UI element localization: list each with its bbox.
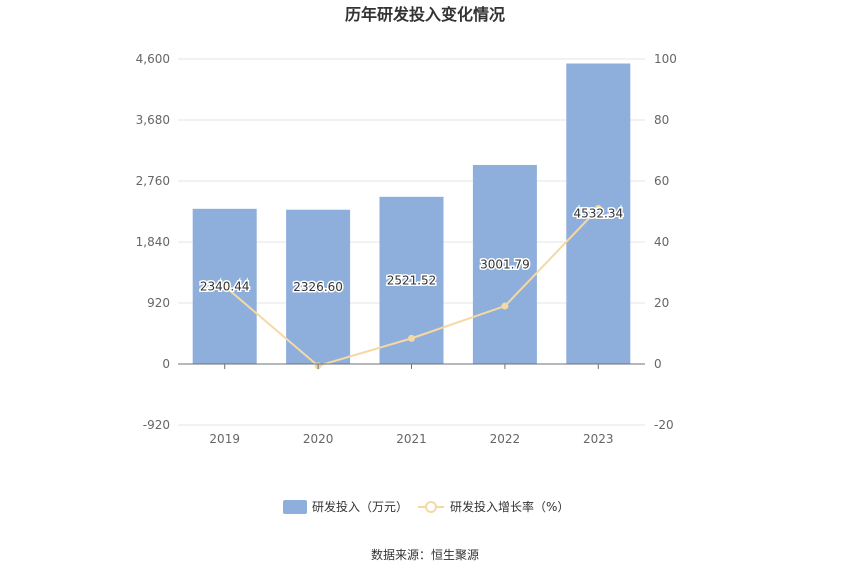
bar-value-label: 4532.34: [573, 207, 623, 221]
growth-point: [221, 282, 229, 290]
x-tick-label: 2022: [490, 432, 521, 446]
bar-series: [192, 63, 631, 365]
y-left-tick-label: -920: [143, 418, 170, 432]
legend-line-marker: [425, 501, 437, 513]
axes: -920 0 920 1,840 2,760 3,680 4,600 -20 0 20 40 60 80…: [136, 52, 677, 446]
bar: [472, 164, 537, 364]
bar-value-label: 3001.79: [480, 257, 530, 271]
y-right-tick-label: 40: [654, 235, 669, 249]
growth-point: [594, 204, 602, 212]
y-right-tick-label: 100: [654, 52, 677, 66]
y-right-tick-label: -20: [654, 418, 674, 432]
y-left-tick-label: 2,760: [136, 174, 170, 188]
y-left-tick-label: 1,840: [136, 235, 170, 249]
legend-bar-label: 研发投入（万元）: [312, 499, 408, 514]
y-right-tick-label: 20: [654, 296, 669, 310]
y-left-tick-label: 3,680: [136, 113, 170, 127]
chart-title: 历年研发投入变化情况: [345, 5, 505, 24]
bar-value-label: 2326.60: [293, 280, 343, 294]
growth-point: [408, 334, 415, 342]
legend-bar-swatch: [283, 500, 307, 514]
bar: [566, 63, 631, 365]
y-left-tick-label: 4,600: [136, 52, 170, 66]
x-tick-label: 2019: [209, 432, 240, 446]
data-source: 数据来源：恒生聚源: [371, 547, 479, 562]
y-right-tick-label: 60: [654, 174, 669, 188]
bar-value-label: 2340.44: [200, 279, 250, 293]
x-tick-label: 2021: [396, 432, 427, 446]
y-right-tick-label: 0: [654, 357, 662, 371]
line-series: [221, 204, 602, 370]
y-right-tick-label: 80: [654, 113, 669, 127]
legend-line-label: 研发投入增长率（%）: [450, 499, 569, 514]
data-labels: 2340.44 2326.60 2521.52 3001.79 4532.34: [198, 205, 624, 295]
y-left-tick-label: 920: [147, 296, 170, 310]
legend[interactable]: 研发投入（万元） 研发投入增长率（%）: [283, 499, 569, 514]
bar-value-label: 2521.52: [387, 273, 437, 287]
bar: [286, 209, 351, 364]
y-left-tick-label: 0: [162, 357, 170, 371]
growth-point: [501, 302, 509, 310]
x-tick-label: 2020: [303, 432, 334, 446]
x-tick-label: 2023: [583, 432, 614, 446]
